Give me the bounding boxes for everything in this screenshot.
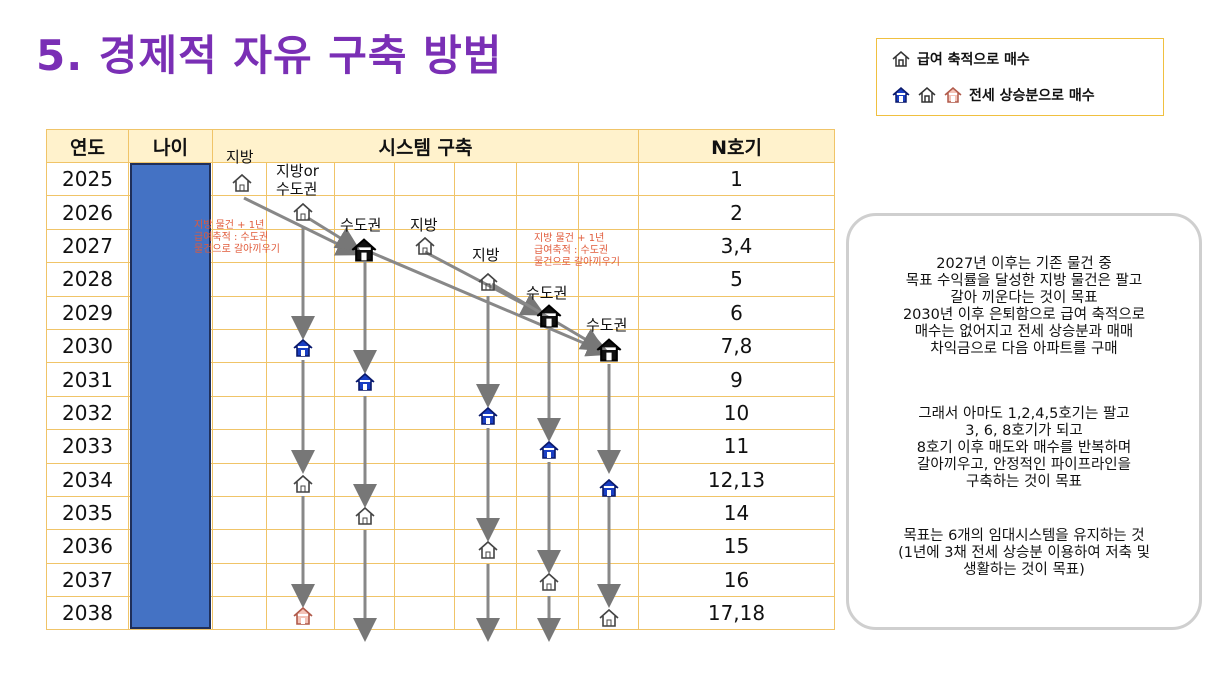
n-cell: 15 bbox=[638, 529, 835, 564]
label-sudogwon: 수도권 bbox=[276, 180, 318, 198]
system-cell bbox=[394, 362, 455, 397]
system-cell bbox=[394, 295, 455, 330]
house-outline-icon bbox=[892, 51, 910, 67]
n-cell: 14 bbox=[638, 495, 835, 531]
info-paragraph-2: 그래서 아마도 1,2,4,5호기는 팔고 3, 6, 8호기가 되고 8호기 … bbox=[916, 406, 1132, 490]
year-cell: 2038 bbox=[46, 596, 129, 631]
system-cell bbox=[394, 395, 455, 431]
system-cell bbox=[266, 395, 335, 431]
house-blue-icon bbox=[599, 478, 619, 497]
header-n: N호기 bbox=[638, 129, 835, 163]
n-cell: 9 bbox=[638, 362, 835, 397]
flow-arrow bbox=[491, 282, 606, 352]
system-cell bbox=[578, 295, 639, 330]
system-cell bbox=[212, 295, 267, 330]
year-cell: 2033 bbox=[46, 429, 129, 464]
system-cell bbox=[266, 161, 335, 197]
year-cell: 2030 bbox=[46, 328, 129, 364]
flow-arrow bbox=[243, 196, 361, 256]
age-bar bbox=[130, 163, 211, 629]
legend-row-salary: 급여 축적으로 매수 bbox=[891, 49, 1030, 69]
system-cell bbox=[212, 262, 267, 297]
header-age: 나이 bbox=[128, 129, 213, 163]
system-cell bbox=[212, 462, 267, 497]
year-cell: 2034 bbox=[46, 462, 129, 497]
year-cell: 2027 bbox=[46, 228, 129, 264]
house-pink-icon bbox=[944, 87, 962, 103]
info-box: 2027년 이후는 기존 물건 중 목표 수익률을 달성한 지방 물건은 팔고 … bbox=[846, 213, 1202, 630]
n-cell: 17,18 bbox=[638, 596, 835, 631]
house-black-icon bbox=[351, 238, 377, 262]
header-year: 연도 bbox=[46, 129, 129, 163]
n-cell: 5 bbox=[638, 262, 835, 297]
system-cell bbox=[334, 195, 395, 230]
year-cell: 2031 bbox=[46, 362, 129, 397]
label-sudogwon: 수도권 bbox=[526, 284, 568, 302]
system-cell bbox=[212, 395, 267, 431]
system-cell bbox=[516, 262, 579, 297]
note-swap: 지방 물건 + 1년 급여축적 : 수도권 물건으로 갈아끼우기 bbox=[194, 220, 280, 255]
year-cell: 2036 bbox=[46, 529, 129, 564]
house-outline-icon bbox=[478, 540, 498, 559]
house-blue-icon bbox=[293, 338, 313, 357]
flow-arrow bbox=[307, 216, 361, 251]
info-paragraph-1: 2027년 이후는 기존 물건 중 목표 수익률을 달성한 지방 물건은 팔고 … bbox=[902, 256, 1146, 357]
header-system: 시스템 구축 bbox=[212, 129, 639, 163]
n-cell: 11 bbox=[638, 429, 835, 464]
house-blue-icon bbox=[892, 87, 910, 103]
system-cell bbox=[394, 562, 455, 598]
system-cell bbox=[266, 262, 335, 297]
label-sudogwon: 수도권 bbox=[340, 216, 382, 234]
house-black-icon bbox=[536, 304, 562, 328]
house-black-icon bbox=[596, 338, 622, 362]
house-blue-icon bbox=[539, 440, 559, 459]
year-cell: 2035 bbox=[46, 495, 129, 531]
system-cell bbox=[212, 529, 267, 564]
house-outline-icon bbox=[599, 608, 619, 627]
system-cell bbox=[266, 495, 335, 531]
house-pink-icon bbox=[293, 606, 313, 625]
system-cell bbox=[394, 495, 455, 531]
house-outline-icon bbox=[918, 87, 936, 103]
info-paragraph-3: 목표는 6개의 임대시스템을 유지하는 것 (1년에 3채 전세 상승분 이용하… bbox=[898, 528, 1150, 578]
n-cell: 1 bbox=[638, 161, 835, 197]
label-sudogwon: 수도권 bbox=[586, 316, 628, 334]
legend-box: 급여 축적으로 매수 전세 상승분으로 매수 bbox=[876, 38, 1164, 116]
year-cell: 2029 bbox=[46, 295, 129, 330]
legend-label-salary: 급여 축적으로 매수 bbox=[917, 52, 1030, 68]
house-outline-icon bbox=[293, 474, 313, 493]
page-title: 5. 경제적 자유 구축 방법 bbox=[36, 31, 503, 80]
system-cell bbox=[394, 462, 455, 497]
note-swap: 지방 물건 + 1년 급여축적 : 수도권 물건으로 갈아끼우기 bbox=[534, 233, 620, 268]
house-outline-icon bbox=[232, 173, 252, 192]
system-cell bbox=[266, 362, 335, 397]
legend-row-jeonse: 전세 상승분으로 매수 bbox=[891, 85, 1095, 105]
house-outline-icon bbox=[478, 272, 498, 291]
label-jibang: 지방 bbox=[226, 148, 254, 166]
system-cell bbox=[212, 362, 267, 397]
system-cell bbox=[454, 562, 517, 598]
flow-arrow bbox=[369, 250, 612, 357]
label-jibang: 지방 bbox=[410, 216, 438, 234]
house-blue-icon bbox=[355, 372, 375, 391]
label-jibang-or: 지방or bbox=[276, 162, 319, 180]
year-cell: 2028 bbox=[46, 262, 129, 297]
system-cell bbox=[212, 328, 267, 364]
house-outline-icon bbox=[293, 202, 313, 221]
house-outline-icon bbox=[539, 572, 559, 591]
year-cell: 2037 bbox=[46, 562, 129, 598]
label-jibang: 지방 bbox=[472, 246, 500, 264]
legend-label-jeonse: 전세 상승분으로 매수 bbox=[969, 88, 1095, 104]
system-cell bbox=[212, 495, 267, 531]
house-outline-icon bbox=[355, 506, 375, 525]
system-cell bbox=[394, 161, 455, 197]
n-cell: 16 bbox=[638, 562, 835, 598]
house-outline-icon bbox=[415, 236, 435, 255]
house-blue-icon bbox=[478, 406, 498, 425]
